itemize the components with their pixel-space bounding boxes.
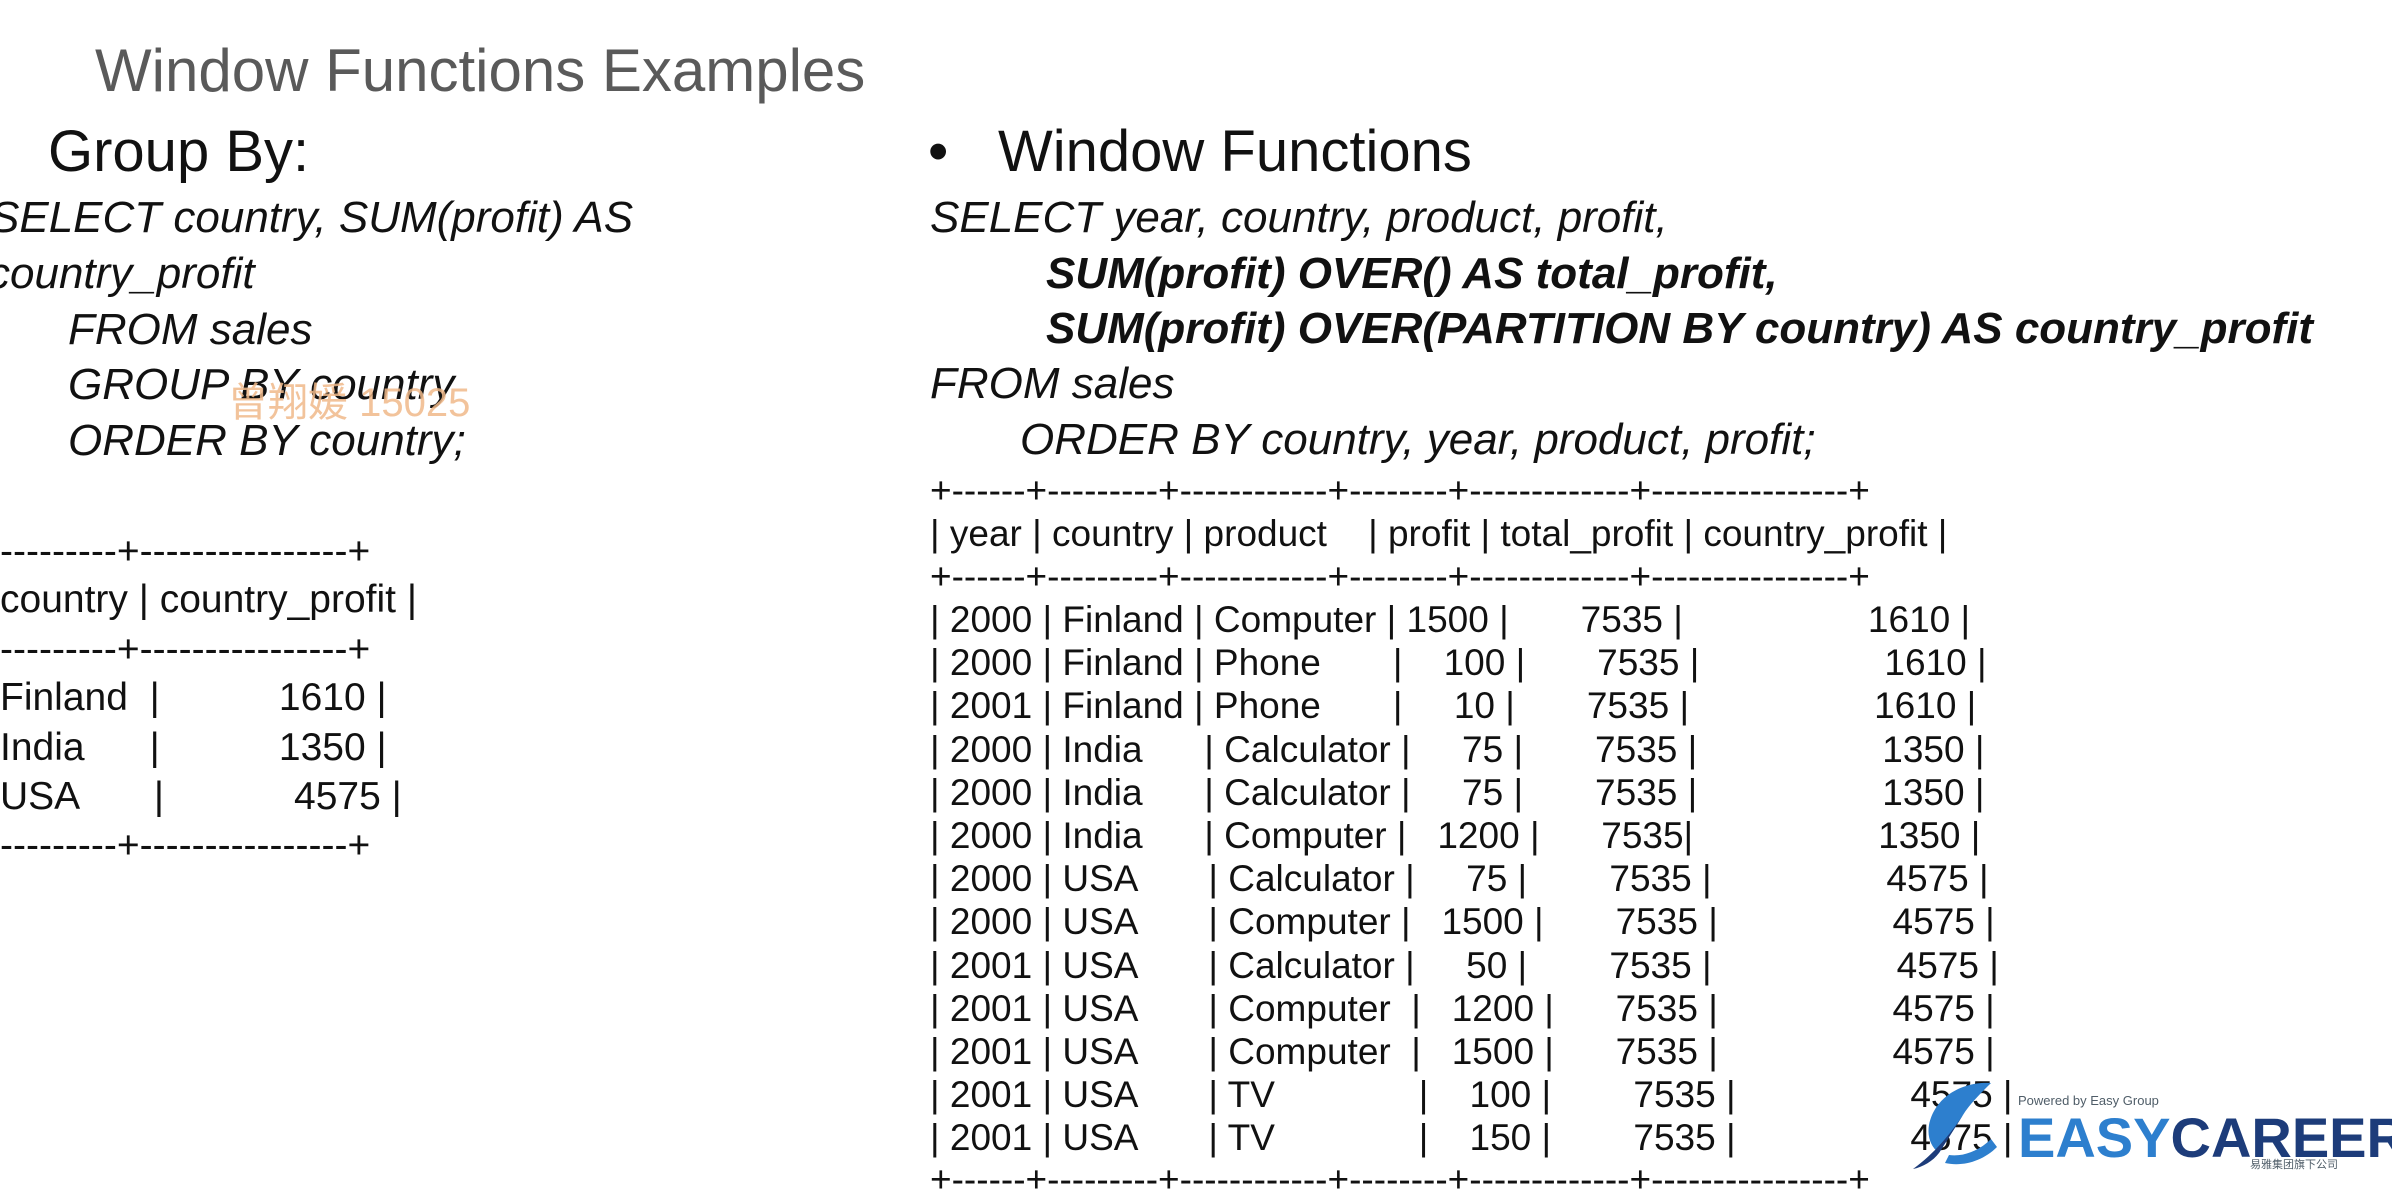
window-table-row: | 2001 | USA | TV | 150 | 7535 | 4575 | — [930, 1117, 2013, 1158]
window-table-row: | 2001 | USA | Computer | 1500 | 7535 | … — [930, 1031, 1995, 1072]
logo-brand: EASYCAREER — [2018, 1105, 2392, 1170]
group-by-table-border-mid: ---------+----------------+ — [0, 628, 371, 671]
window-table-row: | 2000 | India | Calculator | 75 | 7535 … — [930, 729, 1985, 770]
easycareer-logo: Powered by Easy Group EASYCAREER 易雅集团旗下公… — [1905, 1073, 2392, 1173]
window-table-border-bottom: +------+---------+------------+--------+… — [930, 1159, 1870, 1200]
logo-brand-easy: EASY — [2018, 1106, 2171, 1169]
window-sql-line-5: ORDER BY country, year, product, profit; — [1020, 415, 1816, 464]
window-functions-heading-text: Window Functions — [998, 119, 1472, 184]
group-by-table-header: country | country_profit | — [0, 578, 417, 621]
window-table-row: | 2000 | India | Calculator | 75 | 7535 … — [930, 772, 1985, 813]
logo-powered-text: Powered by Easy Group — [2018, 1093, 2159, 1108]
window-sql-line-1: SELECT year, country, product, profit, — [930, 193, 1668, 242]
window-table-row: | 2000 | USA | Computer | 1500 | 7535 | … — [930, 901, 1995, 942]
group-by-sql-line-3: FROM sales — [68, 305, 313, 354]
group-by-panel: Group By: SELECT country, SUM(profit) AS… — [0, 0, 880, 1200]
window-table-border-mid: +------+---------+------------+--------+… — [930, 556, 1870, 597]
group-by-sql-line-4: GROUP BY country — [68, 360, 455, 409]
window-sql-line-2: SUM(profit) OVER() AS total_profit, — [1046, 249, 1778, 298]
window-table-row: | 2001 | Finland | Phone | 10 | 7535 | 1… — [930, 685, 1977, 726]
easycareer-logo-mark-icon — [1913, 1082, 1997, 1169]
window-table-row: | 2000 | Finland | Phone | 100 | 7535 | … — [930, 642, 1987, 683]
window-functions-heading: • Window Functions — [928, 118, 1472, 185]
group-by-table-border-top: ---------+----------------+ — [0, 530, 371, 573]
window-table-row: | 2001 | USA | TV | 100 | 7535 | 4575 | — [930, 1074, 2013, 1115]
window-sql-line-4: FROM sales — [930, 359, 1175, 408]
bullet-icon: • — [928, 119, 949, 184]
window-table-header: | year | country | product | profit | to… — [930, 513, 1948, 554]
window-table-row: | 2000 | Finland | Computer | 1500 | 753… — [930, 599, 1971, 640]
group-by-table-row: USA | 4575 | — [0, 775, 402, 818]
window-table-row: | 2000 | India | Computer | 1200 | 7535|… — [930, 815, 1981, 856]
group-by-table-row: India | 1350 | — [0, 726, 387, 769]
group-by-sql-line-2: country_profit — [0, 249, 255, 298]
window-table-border-top: +------+---------+------------+--------+… — [930, 470, 1870, 511]
window-table-row: | 2001 | USA | Calculator | 50 | 7535 | … — [930, 945, 1999, 986]
watermark: 曾翔媛 15025 — [228, 381, 471, 425]
window-table-row: | 2000 | USA | Calculator | 75 | 7535 | … — [930, 858, 1989, 899]
group-by-sql-line-1: SELECT country, SUM(profit) AS — [0, 193, 634, 242]
logo-subtext: 易雅集团旗下公司 — [2250, 1159, 2338, 1171]
slide-title: Window Functions Examples — [95, 37, 866, 104]
group-by-sql-line-5: ORDER BY country; — [68, 416, 466, 465]
window-sql-line-3: SUM(profit) OVER(PARTITION BY country) A… — [1046, 304, 2314, 353]
logo-brand-career: CAREER — [2170, 1106, 2392, 1169]
group-by-heading: Group By: — [48, 119, 310, 184]
group-by-table-border-bottom: ---------+----------------+ — [0, 824, 371, 867]
window-table-row: | 2001 | USA | Computer | 1200 | 7535 | … — [930, 988, 1995, 1029]
group-by-table-row: Finland | 1610 | — [0, 676, 387, 719]
